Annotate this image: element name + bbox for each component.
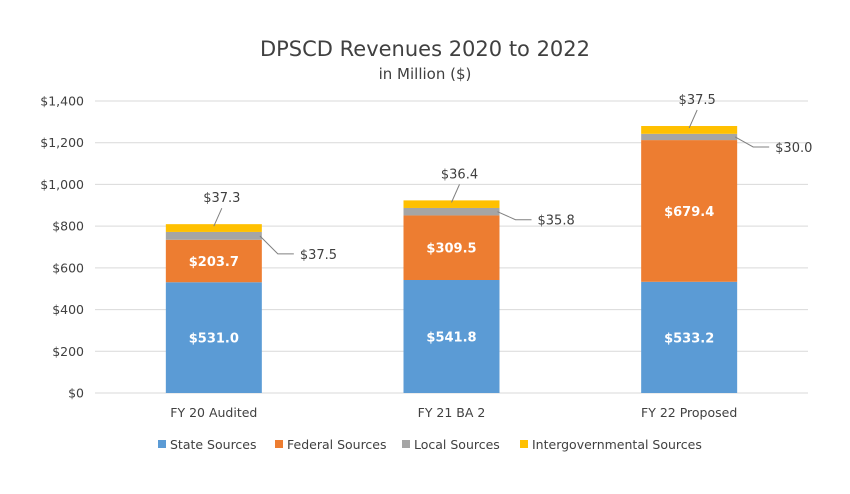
leader-line <box>497 211 532 221</box>
bar-segment <box>165 231 262 240</box>
y-tick-label: $800 <box>52 219 84 234</box>
legend-label: State Sources <box>170 437 257 452</box>
bar-segment <box>403 207 500 216</box>
data-label: $35.8 <box>538 214 575 229</box>
bar-segment <box>641 133 738 141</box>
data-label: $531.0 <box>189 332 239 347</box>
data-label: $533.2 <box>664 331 714 346</box>
bar-segment <box>165 239 262 283</box>
x-tick-label: FY 21 BA 2 <box>418 405 486 420</box>
data-labels: $531.0 $203.7 $37.5 $37.3 $541.8 $309.5 $35.8 $… <box>189 93 813 347</box>
bar-segment <box>165 282 262 393</box>
y-tick-label: $400 <box>52 302 84 317</box>
leader-line <box>213 207 223 227</box>
bar-segment <box>641 126 738 134</box>
data-label: $37.3 <box>203 191 240 206</box>
legend-label: Local Sources <box>414 437 500 452</box>
x-tick-label: FY 20 Audited <box>170 405 257 420</box>
x-axis: FY 20 Audited FY 21 BA 2 FY 22 Proposed <box>170 405 737 420</box>
legend-swatch <box>158 440 166 448</box>
leader-line <box>451 184 460 203</box>
chart-subtitle: in Million ($) <box>379 65 472 83</box>
legend: State Sources Federal Sources Local Source… <box>158 437 702 452</box>
legend-label: Federal Sources <box>287 437 387 452</box>
y-tick-label: $0 <box>68 386 84 401</box>
y-tick-label: $1,200 <box>40 135 84 150</box>
legend-swatch <box>402 440 410 448</box>
leader-line <box>688 109 698 129</box>
data-label: $679.4 <box>664 205 714 220</box>
bar-segment <box>403 200 500 208</box>
chart-title: DPSCD Revenues 2020 to 2022 <box>260 37 590 61</box>
legend-swatch <box>275 440 283 448</box>
y-tick-label: $200 <box>52 344 84 359</box>
data-label: $203.7 <box>189 255 239 270</box>
bar-segment <box>403 215 500 280</box>
data-label: $309.5 <box>426 242 476 257</box>
data-label: $37.5 <box>679 93 716 108</box>
x-tick-label: FY 22 Proposed <box>641 405 737 420</box>
y-tick-label: $1,400 <box>40 94 84 109</box>
y-tick-label: $600 <box>52 260 84 275</box>
bar-segment <box>165 224 262 232</box>
legend-swatch <box>520 440 528 448</box>
bar-segment <box>403 279 500 393</box>
bars <box>165 126 738 393</box>
data-label: $541.8 <box>426 330 476 345</box>
bar-segment <box>641 140 738 282</box>
legend-label: Intergovernmental Sources <box>532 437 702 452</box>
leader-line <box>259 235 294 255</box>
y-axis: $0 $200 $400 $600 $800 $1,000 $1,200 $1,400 <box>40 94 84 401</box>
y-tick-label: $1,000 <box>40 177 84 192</box>
data-label: $36.4 <box>441 167 478 182</box>
leader-line <box>734 136 770 148</box>
data-label: $37.5 <box>300 248 337 263</box>
bar-segment <box>641 281 738 393</box>
data-label: $30.0 <box>775 141 812 156</box>
